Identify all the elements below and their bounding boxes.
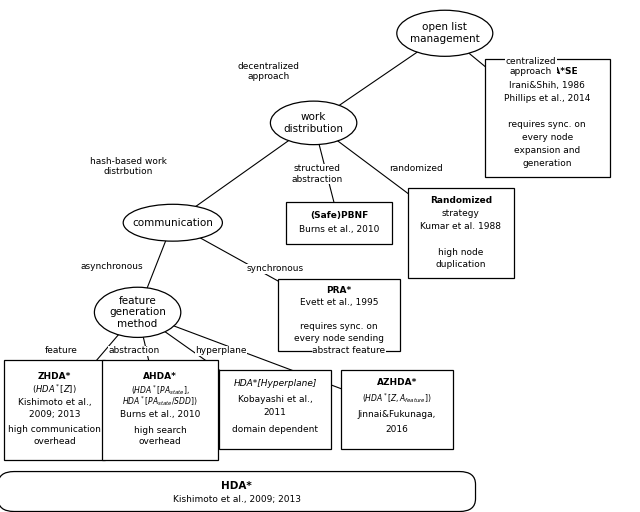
Text: Burns et al., 2010: Burns et al., 2010 <box>120 410 200 419</box>
Text: Kishimoto et al., 2009; 2013: Kishimoto et al., 2009; 2013 <box>173 495 301 504</box>
Text: every node sending: every node sending <box>294 334 384 343</box>
Text: synchronous: synchronous <box>246 264 304 273</box>
FancyBboxPatch shape <box>4 359 105 460</box>
Text: high communication: high communication <box>8 424 101 434</box>
FancyBboxPatch shape <box>102 359 218 460</box>
Text: Irani&Shih, 1986: Irani&Shih, 1986 <box>509 80 585 90</box>
Text: high search: high search <box>134 425 186 435</box>
Text: expansion and: expansion and <box>514 146 580 155</box>
Text: Burns et al., 2010: Burns et al., 2010 <box>299 225 380 234</box>
Text: hyperplane: hyperplane <box>195 346 246 355</box>
Text: hash-based work
distrbution: hash-based work distrbution <box>90 157 166 176</box>
Text: HDA*: HDA* <box>221 481 252 492</box>
Text: (Safe)PBNF: (Safe)PBNF <box>310 211 369 220</box>
Text: ($HDA^*[Z,A_{feature}]$): ($HDA^*[Z,A_{feature}]$) <box>362 391 432 406</box>
Ellipse shape <box>124 204 223 241</box>
FancyBboxPatch shape <box>278 279 400 351</box>
Text: Randomized: Randomized <box>429 197 492 205</box>
Text: duplication: duplication <box>436 261 486 269</box>
Text: ZHDA*: ZHDA* <box>38 372 71 381</box>
FancyBboxPatch shape <box>0 472 476 511</box>
Text: ($HDA^*[PA_{state}],$: ($HDA^*[PA_{state}],$ <box>131 383 189 397</box>
Text: generation: generation <box>522 159 572 168</box>
Text: strategy: strategy <box>442 209 480 218</box>
Text: Kishimoto et al.,: Kishimoto et al., <box>17 398 92 407</box>
Text: 2016: 2016 <box>385 424 408 434</box>
Text: abstract feature: abstract feature <box>312 346 385 355</box>
Text: Jinnai&Fukunaga,: Jinnai&Fukunaga, <box>358 410 436 419</box>
Text: requires sync. on: requires sync. on <box>508 120 586 129</box>
Text: domain dependent: domain dependent <box>232 424 318 434</box>
Text: work
distribution: work distribution <box>284 112 344 134</box>
Text: open list
management: open list management <box>410 23 479 44</box>
Text: asynchronous: asynchronous <box>81 262 143 271</box>
Text: communication: communication <box>132 218 213 228</box>
Text: $HDA^*[PA_{state}/SDD])$: $HDA^*[PA_{state}/SDD])$ <box>122 394 198 409</box>
Text: Phillips et al., 2014: Phillips et al., 2014 <box>504 94 590 102</box>
Text: AHDA*: AHDA* <box>143 372 177 381</box>
Text: every node: every node <box>522 133 573 142</box>
Text: 2011: 2011 <box>264 408 287 417</box>
Text: Kumar et al. 1988: Kumar et al. 1988 <box>420 222 501 231</box>
Ellipse shape <box>271 101 357 144</box>
Text: HDA*[Hyperplane]: HDA*[Hyperplane] <box>234 379 317 389</box>
Text: decentralized
approach: decentralized approach <box>238 62 300 81</box>
Text: centralized
approach: centralized approach <box>506 57 556 76</box>
Text: Evett et al., 1995: Evett et al., 1995 <box>300 298 378 307</box>
Text: overhead: overhead <box>33 437 76 446</box>
Text: PRA*: PRA* <box>326 287 352 295</box>
Text: overhead: overhead <box>139 437 181 446</box>
Text: high node: high node <box>438 248 483 257</box>
FancyBboxPatch shape <box>340 370 453 450</box>
Text: SPA*, PA*SE: SPA*, PA*SE <box>517 68 577 76</box>
Text: AZHDA*: AZHDA* <box>376 378 417 388</box>
Text: structured
abstraction: structured abstraction <box>291 164 342 184</box>
Ellipse shape <box>94 287 181 337</box>
FancyBboxPatch shape <box>408 188 514 278</box>
Text: randomized: randomized <box>389 164 443 174</box>
Text: feature: feature <box>44 346 77 355</box>
Ellipse shape <box>397 10 493 56</box>
FancyBboxPatch shape <box>485 59 609 177</box>
FancyBboxPatch shape <box>287 202 392 244</box>
Text: feature
generation
method: feature generation method <box>109 296 166 329</box>
Text: Kobayashi et al.,: Kobayashi et al., <box>238 395 312 404</box>
FancyBboxPatch shape <box>219 370 332 450</box>
Text: requires sync. on: requires sync. on <box>300 323 378 331</box>
Text: abstraction: abstraction <box>109 346 160 355</box>
Text: 2009; 2013: 2009; 2013 <box>29 410 80 419</box>
Text: ($HDA^*[Z]$): ($HDA^*[Z]$) <box>32 382 77 396</box>
